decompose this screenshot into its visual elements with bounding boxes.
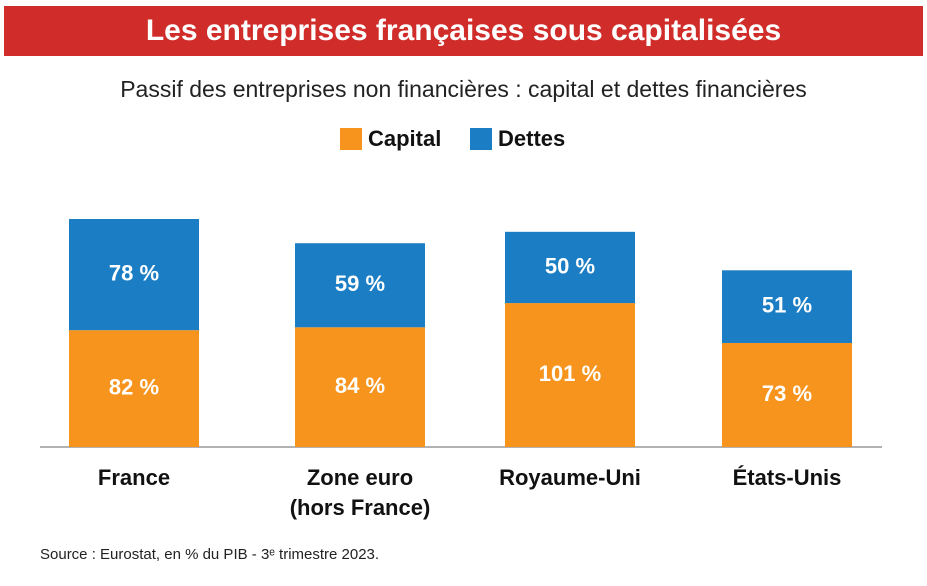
legend-swatch (340, 128, 362, 150)
chart-title: Les entreprises françaises sous capitali… (4, 6, 923, 56)
legend-label: Capital (368, 126, 441, 151)
source-note: Source : Eurostat, en % du PIB - 3ᵉ trim… (40, 546, 380, 563)
bar-segment (505, 303, 635, 447)
chart-subtitle: Passif des entreprises non financières :… (120, 76, 807, 102)
value-label: 101 % (539, 361, 601, 386)
bar-segment (295, 327, 425, 447)
value-label: 78 % (109, 260, 159, 285)
x-tick-label: France (97, 465, 171, 490)
bar-segment (69, 330, 199, 447)
value-label: 50 % (545, 253, 595, 278)
x-tick-label: États-Unis (732, 465, 842, 490)
value-label: 59 % (335, 271, 385, 296)
bar-segment (722, 342, 852, 447)
x-tick-label: Zone euro (hors France) (289, 465, 431, 520)
legend-swatch (470, 128, 492, 150)
bar-segment (295, 243, 425, 328)
bar-segment (69, 219, 199, 331)
value-label: 73 % (762, 381, 812, 406)
bar-segment (722, 270, 852, 343)
value-label: 51 % (762, 292, 812, 317)
value-label: 84 % (335, 373, 385, 398)
value-label: 82 % (109, 374, 159, 399)
x-tick-label: Royaume-Uni (499, 465, 641, 490)
legend-label: Dettes (498, 126, 565, 151)
bar-segment (505, 231, 635, 304)
